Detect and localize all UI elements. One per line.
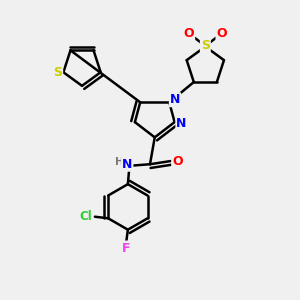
Text: S: S (53, 66, 62, 79)
Text: S: S (201, 38, 210, 52)
Text: O: O (217, 27, 227, 40)
Text: N: N (122, 158, 132, 171)
Text: O: O (184, 27, 194, 40)
Text: O: O (172, 154, 183, 168)
Text: N: N (176, 117, 187, 130)
Text: Cl: Cl (79, 210, 92, 223)
Text: N: N (170, 93, 180, 106)
Text: H: H (115, 157, 124, 167)
Text: F: F (122, 242, 130, 254)
